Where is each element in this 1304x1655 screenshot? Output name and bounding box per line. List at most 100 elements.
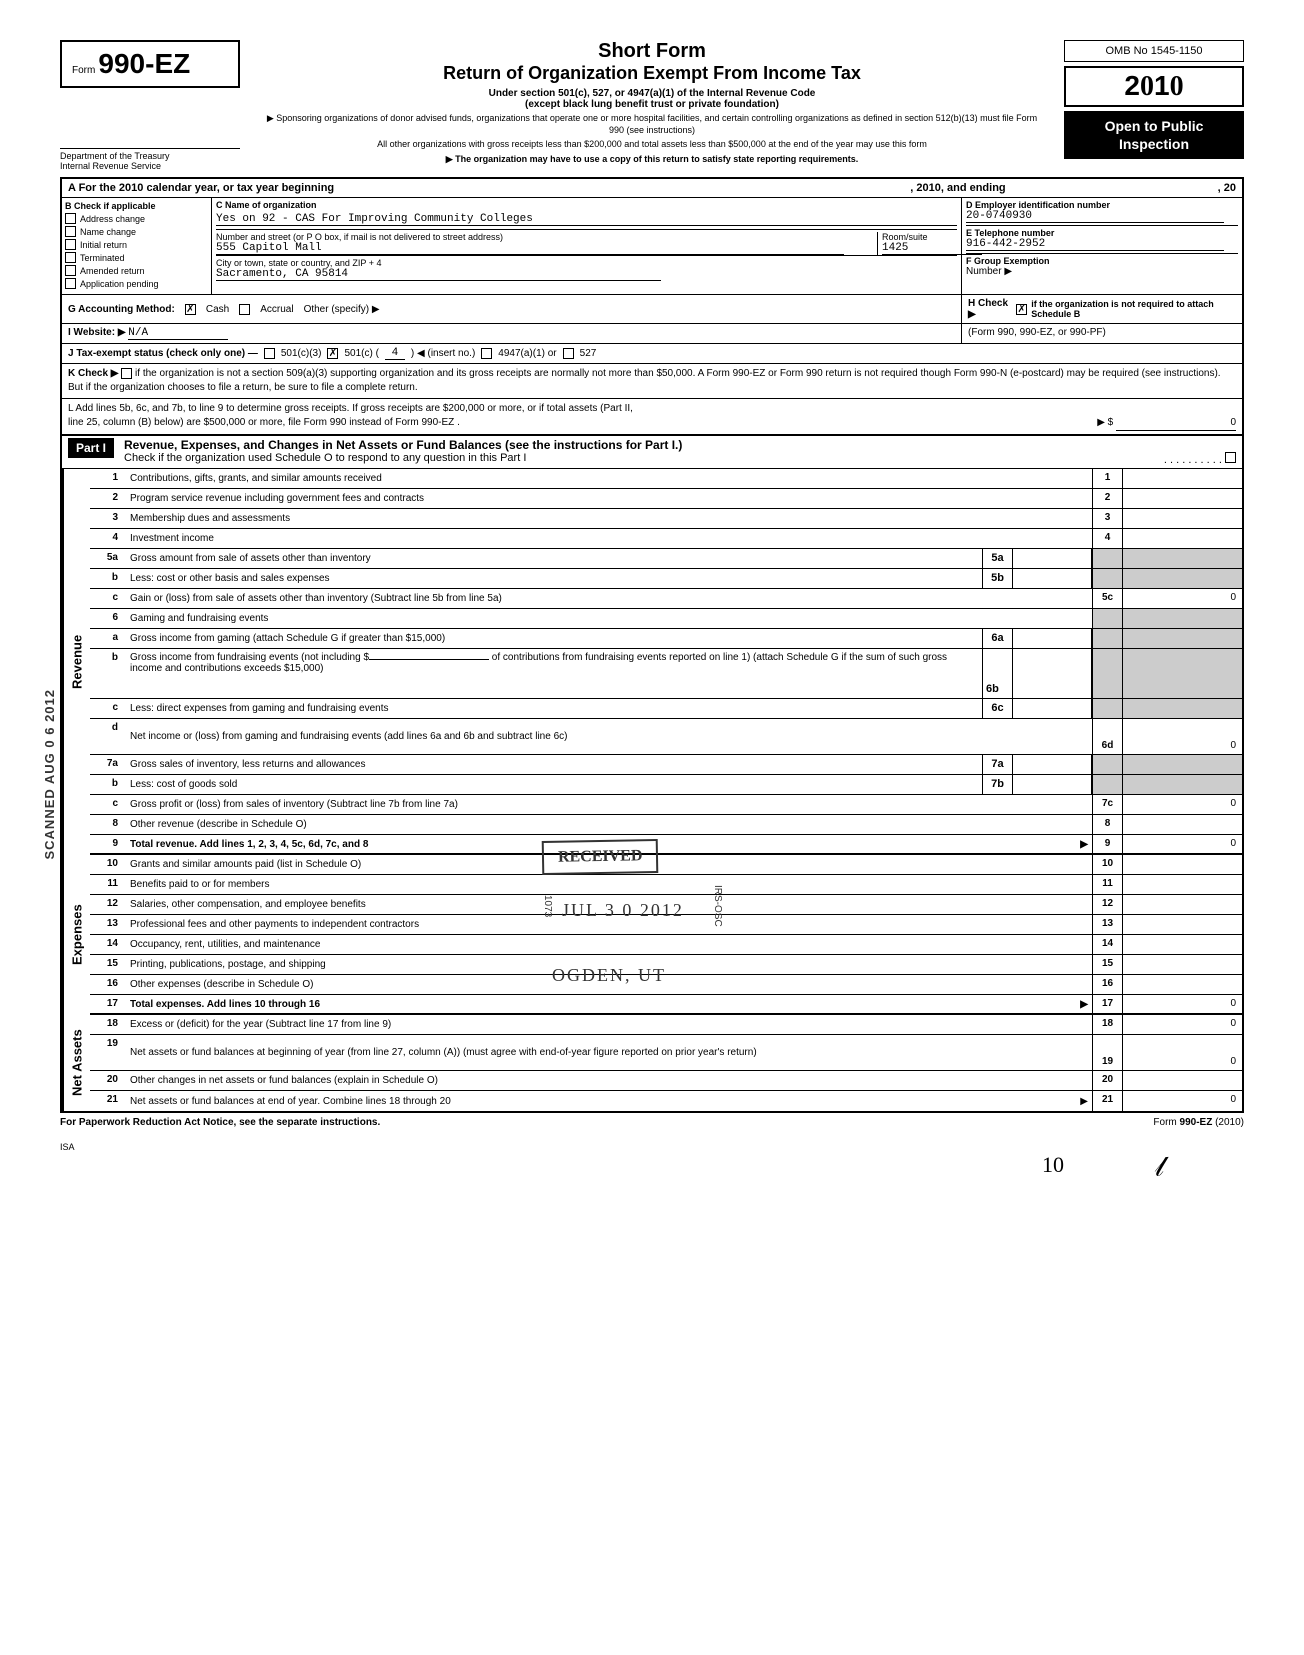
form-ref: (Form 990, 990-EZ, or 990-PF) [962, 324, 1242, 343]
other-label: Other (specify) ▶ [304, 304, 380, 315]
stamp-1073: 1073 [542, 895, 553, 917]
l-value: 0 [1116, 416, 1236, 431]
title-note2: All other organizations with gross recei… [260, 139, 1044, 151]
website-label: I Website: ▶ [68, 327, 126, 338]
k-label: K Check ▶ [68, 368, 118, 379]
part-check-text: Check if the organization used Schedule … [124, 452, 526, 466]
city-label: City or town, state or country, and ZIP … [216, 258, 957, 268]
section-c: C Name of organization Yes on 92 - CAS F… [212, 198, 962, 294]
revenue-section: Revenue 1Contributions, gifts, grants, a… [62, 469, 1242, 855]
expenses-section: Expenses 10Grants and similar amounts pa… [62, 855, 1242, 1015]
ein-label: D Employer identification number [966, 200, 1238, 210]
form-number: 990-EZ [98, 48, 190, 79]
signature-mark: 𝓁 [1155, 1152, 1164, 1184]
opt-501c-val: 4 [385, 347, 405, 360]
tel-label: E Telephone number [966, 228, 1238, 238]
stamp-ogden: OGDEN, UT [552, 965, 666, 986]
check-4947[interactable] [481, 348, 492, 359]
title-main: Short Form [260, 40, 1044, 63]
h-text: if the organization is not required to a… [1031, 299, 1236, 319]
group-label: F Group Exemption [966, 256, 1238, 266]
title-note1: ▶ Sponsoring organizations of donor advi… [260, 113, 1044, 136]
section-a-label: A For the 2010 calendar year, or tax yea… [68, 182, 334, 194]
opt-501c: 501(c) ( [344, 348, 378, 359]
check-527[interactable] [563, 348, 574, 359]
form-number-box: Form 990-EZ [60, 40, 240, 88]
cash-label: Cash [206, 304, 229, 315]
check-amended[interactable]: Amended return [65, 265, 208, 276]
title-under: Under section 501(c), 527, or 4947(a)(1)… [260, 88, 1044, 99]
check-schedule-o[interactable] [1225, 452, 1236, 463]
org-name: Yes on 92 - CAS For Improving Community … [216, 213, 957, 226]
inspection-line2: Inspection [1070, 135, 1238, 153]
name-label: C Name of organization [216, 200, 957, 210]
part-label: Part I [68, 438, 114, 458]
form-header: Form 990-EZ Department of the Treasury I… [60, 40, 1244, 171]
row-l: L Add lines 5b, 6c, and 7b, to line 9 to… [62, 399, 1242, 436]
side-expenses: Expenses [62, 855, 90, 1015]
title-note3: ▶ The organization may have to use a cop… [260, 154, 1044, 166]
isa-label: ISA [60, 1142, 1244, 1152]
check-terminated[interactable]: Terminated [65, 252, 208, 263]
side-netassets: Net Assets [62, 1015, 90, 1111]
opt-527: 527 [580, 348, 597, 359]
opt-501c3: 501(c)(3) [281, 348, 322, 359]
right-boxes: OMB No 1545-1150 2010 Open to Public Ins… [1064, 40, 1244, 159]
main-form: A For the 2010 calendar year, or tax yea… [60, 177, 1244, 1113]
dept-info: Department of the Treasury Internal Reve… [60, 148, 240, 171]
section-a-end: , 20 [1218, 182, 1236, 194]
j-label: J Tax-exempt status (check only one) — [68, 348, 258, 359]
title-except: (except black lung benefit trust or priv… [260, 99, 1044, 110]
dept-line1: Department of the Treasury [60, 151, 240, 161]
section-bcde: B Check if applicable Address change Nam… [62, 198, 1242, 295]
check-cash[interactable] [185, 304, 196, 315]
street-value: 555 Capitol Mall [216, 242, 844, 255]
stamp-date: JUL 3 0 2012 [562, 900, 684, 921]
footer-left: For Paperwork Reduction Act Notice, see … [60, 1117, 380, 1128]
row-gh: G Accounting Method: Cash Accrual Other … [62, 295, 1242, 324]
inspection-box: Open to Public Inspection [1064, 111, 1244, 159]
row-i: I Website: ▶ N/A (Form 990, 990-EZ, or 9… [62, 324, 1242, 344]
check-name[interactable]: Name change [65, 226, 208, 237]
k-text: if the organization is not a section 509… [68, 368, 1221, 393]
l-arrow: ▶ $ [1097, 417, 1113, 428]
check-initial[interactable]: Initial return [65, 239, 208, 250]
title-section: Short Form Return of Organization Exempt… [250, 40, 1054, 166]
group-label2: Number ▶ [966, 266, 1238, 277]
signature-10: 10 [1042, 1152, 1064, 1178]
part-title: Revenue, Expenses, and Changes in Net As… [124, 438, 1236, 452]
side-revenue: Revenue [62, 469, 90, 855]
row-k: K Check ▶ if the organization is not a s… [62, 364, 1242, 399]
section-b-header: B Check if applicable [65, 201, 208, 211]
street-label: Number and street (or P O box, if mail i… [216, 232, 877, 242]
opt-501c-end: ) ◀ (insert no.) [411, 348, 475, 359]
dept-line2: Internal Revenue Service [60, 161, 240, 171]
accrual-label: Accrual [260, 304, 293, 315]
check-accrual[interactable] [239, 304, 250, 315]
inspection-line1: Open to Public [1070, 117, 1238, 135]
year-box: 2010 [1064, 66, 1244, 107]
stamp-scanned: SCANNED AUG 0 6 2012 [42, 689, 57, 860]
check-k[interactable] [121, 368, 132, 379]
check-h[interactable] [1016, 304, 1027, 315]
room-label: Room/suite [882, 232, 957, 242]
check-pending[interactable]: Application pending [65, 278, 208, 289]
ein-value: 20-0740930 [966, 210, 1224, 223]
check-501c[interactable] [327, 348, 338, 359]
website-value: N/A [128, 327, 228, 340]
accounting-label: G Accounting Method: [68, 304, 175, 315]
footer-right: Form 990-EZ (2010) [1153, 1117, 1244, 1128]
section-b: B Check if applicable Address change Nam… [62, 198, 212, 294]
part-1-header: Part I Revenue, Expenses, and Changes in… [62, 436, 1242, 469]
tel-value: 916-442-2952 [966, 238, 1224, 251]
check-address[interactable]: Address change [65, 213, 208, 224]
netassets-section: Net Assets 18Excess or (deficit) for the… [62, 1015, 1242, 1111]
check-501c3[interactable] [264, 348, 275, 359]
city-value: Sacramento, CA 95814 [216, 268, 661, 281]
form-label: Form [72, 65, 95, 76]
l-text2: line 25, column (B) below) are $500,000 … [68, 416, 460, 431]
row-j: J Tax-exempt status (check only one) — 5… [62, 344, 1242, 364]
section-def: D Employer identification number 20-0740… [962, 198, 1242, 294]
section-a-mid: , 2010, and ending [910, 182, 1005, 194]
stamp-irs: IRS-OSC [712, 885, 723, 927]
